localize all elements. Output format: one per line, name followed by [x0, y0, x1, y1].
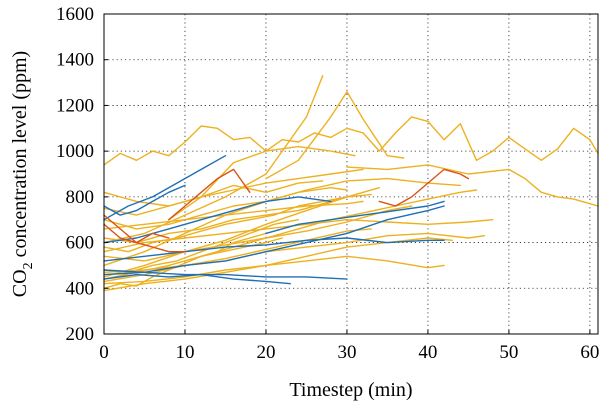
series-line-1	[346, 164, 599, 207]
y-axis-label-subscript: 2	[21, 262, 36, 269]
series-line-23	[103, 154, 227, 221]
series-line-28	[103, 269, 348, 280]
x-tick-label-1: 10	[175, 342, 194, 363]
y-axis-label: CO2 concentration level (ppm)	[9, 51, 36, 297]
series-line-21	[200, 189, 478, 257]
series-line-3	[265, 90, 405, 180]
series-line-30	[265, 200, 445, 235]
y-tick-label-5: 1200	[56, 95, 94, 116]
x-tick-label-5: 50	[499, 342, 518, 363]
x-tick-label-6: 60	[580, 342, 599, 363]
x-tick-label-2: 20	[256, 342, 275, 363]
y-axis-label-main: CO	[9, 269, 31, 297]
series-line-32	[168, 168, 251, 221]
series-line-13	[103, 232, 267, 289]
y-tick-label-3: 800	[66, 187, 95, 208]
x-axis-ticks: 0 10 20 30 40 50 60	[99, 330, 599, 363]
x-axis-label: Timestep (min)	[289, 379, 412, 401]
y-axis-ticks: 200 400 600 800 1000 1200 1400 1600	[56, 4, 108, 345]
series-line-2	[103, 74, 324, 244]
x-tick-label-4: 40	[418, 342, 437, 363]
series-line-33	[378, 168, 470, 207]
y-tick-label-4: 1000	[56, 141, 94, 162]
x-tick-label-0: 0	[99, 342, 109, 363]
plot-frame	[103, 13, 599, 335]
series-line-16	[103, 196, 348, 244]
series-line-7	[103, 255, 445, 285]
y-tick-label-2: 600	[66, 233, 95, 254]
series-line-34	[103, 223, 170, 244]
data-series	[103, 74, 599, 292]
x-tick-label-3: 30	[337, 342, 356, 363]
y-tick-label-7: 1600	[56, 4, 94, 25]
y-tick-label-6: 1400	[56, 50, 94, 71]
series-line-10	[103, 180, 324, 207]
series-line-29	[103, 196, 332, 244]
y-tick-label-0: 200	[66, 324, 95, 345]
series-line-14	[103, 200, 364, 230]
series-line-17	[103, 237, 453, 292]
series-line-4	[168, 145, 356, 221]
grid-lines	[104, 14, 598, 334]
series-line-26	[103, 237, 445, 262]
series-line-9	[103, 168, 364, 216]
y-tick-label-1: 400	[66, 278, 95, 299]
series-line-0	[103, 116, 599, 166]
series-line-24	[103, 184, 186, 216]
y-axis-label-rest: concentration level (ppm)	[9, 51, 31, 263]
series-line-18	[103, 186, 348, 230]
series-line-31	[103, 214, 186, 253]
series-line-25	[103, 205, 445, 276]
series-line-5	[103, 177, 461, 267]
